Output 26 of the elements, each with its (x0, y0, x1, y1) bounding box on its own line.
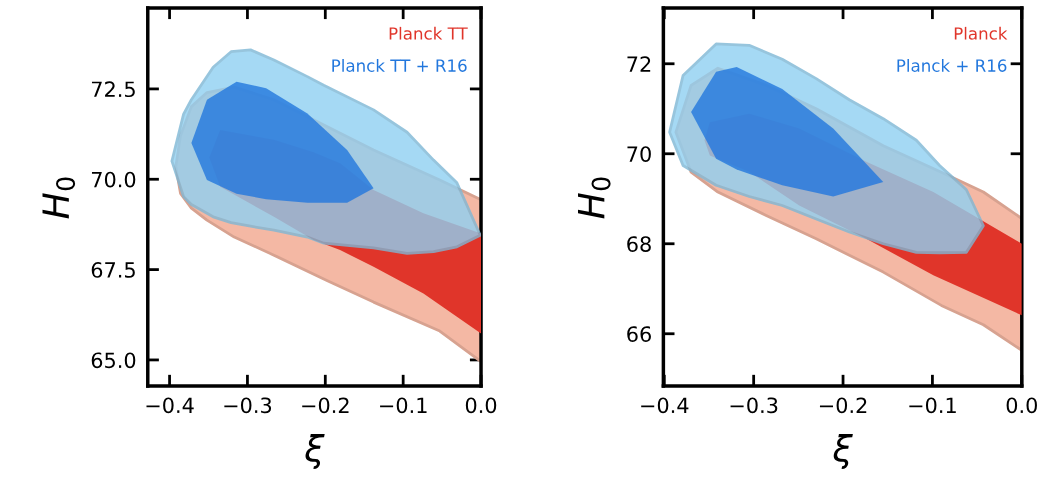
y-tick-label: 70 (627, 146, 651, 162)
y-tick-label: 72 (627, 56, 651, 72)
x-tick-label: 0.0 (1006, 397, 1037, 414)
y-tick-label: 72.5 (91, 81, 135, 98)
x-tick-label: −0.2 (819, 397, 867, 414)
y-tick-label: 65.0 (91, 352, 136, 369)
x-tick-label: −0.3 (730, 397, 778, 414)
x-tick-label: −0.1 (909, 397, 956, 414)
y-axis-title: H$_{0}$ (578, 177, 611, 219)
text: Planck (954, 26, 1008, 40)
x-tick-label: −0.4 (641, 397, 689, 414)
x-tick-label: −0.4 (146, 397, 194, 414)
x-tick-label: −0.3 (224, 397, 272, 414)
x-tick-label: 0.0 (465, 397, 497, 414)
text: Planck TT + R16 (332, 59, 467, 72)
y-tick-label: 70.0 (91, 171, 136, 188)
y-tick-label: 68 (627, 236, 651, 252)
x-axis-title: ξ (833, 433, 853, 469)
text: Planck + R16 (897, 59, 1007, 72)
x-axis-title: ξ (305, 433, 325, 469)
y-axis-title: H$_{0}$ (42, 177, 76, 219)
x-tick-label: −0.1 (380, 397, 427, 414)
y-tick-label: 66 (627, 326, 651, 342)
text: Planck TT (389, 26, 468, 40)
x-tick-label: −0.2 (302, 397, 349, 414)
y-tick-label: 67.5 (91, 262, 135, 278)
